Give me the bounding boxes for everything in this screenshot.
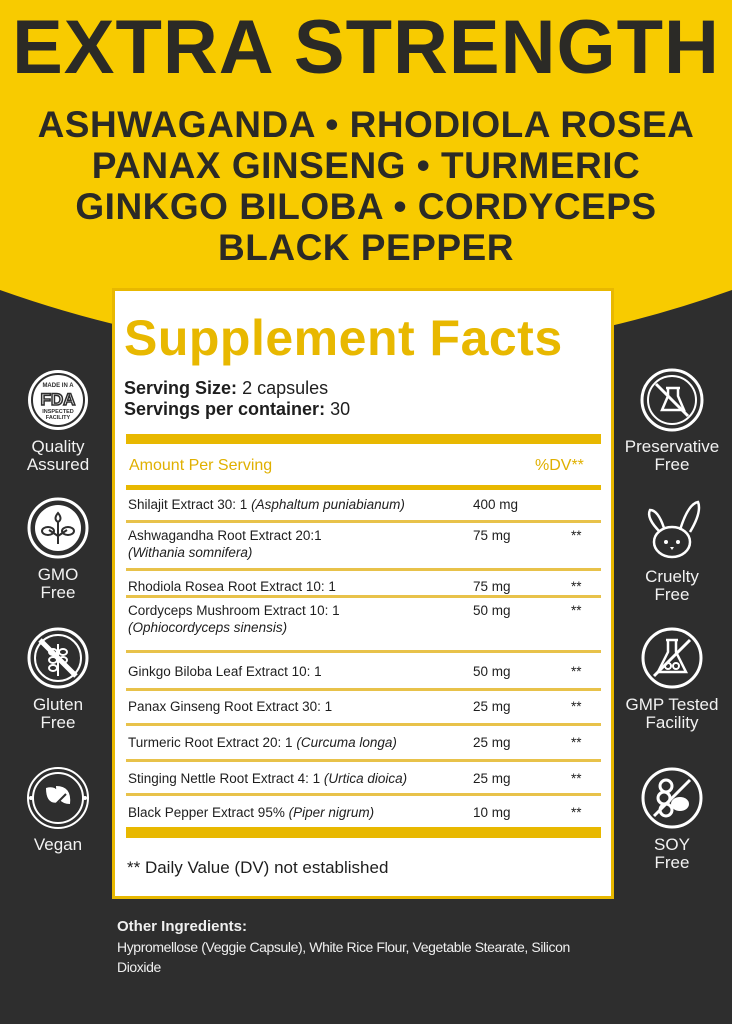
badge-no-soy: SOY Free: [612, 766, 732, 872]
ingredient-name: Ginkgo Biloba Leaf Extract 10: 1: [128, 664, 322, 679]
ingredient-amount: 75 mg: [473, 579, 511, 594]
ingredient-name: Turmeric Root Extract 20: 1 (Curcuma lon…: [128, 735, 397, 750]
ingredient-dv: **: [571, 603, 582, 618]
ingredient-dv: **: [571, 805, 582, 820]
divider: [126, 434, 601, 444]
serving-size: Serving Size: 2 capsules: [124, 378, 329, 398]
other-ingredients-text: Hypromellose (Veggie Capsule), White Ric…: [117, 939, 570, 975]
badge-label: GMP Tested: [625, 695, 719, 714]
ingredient-line: BLACK PEPPER: [218, 227, 514, 268]
divider: [126, 827, 601, 838]
row-divider: [126, 568, 601, 571]
no-wheat-icon: [27, 627, 89, 689]
row-divider: [126, 595, 601, 598]
row-divider: [126, 793, 601, 796]
ingredient-line: GINKGO BILOBA • CORDYCEPS: [75, 186, 657, 227]
badge-fda-seal: MADE IN A FDA INSPECTED FACILITY Quality Assu…: [0, 368, 118, 474]
ingredient-dv: **: [571, 528, 582, 543]
svg-text:FDA: FDA: [41, 390, 76, 409]
sprout-icon: [27, 497, 89, 559]
ingredient-name: Cordyceps Mushroom Extract 10: 1 (Ophioco…: [128, 603, 340, 635]
ingredient-amount: 10 mg: [473, 805, 511, 820]
row-divider: [126, 723, 601, 726]
other-ingredients-title: Other Ingredients:: [117, 918, 248, 935]
ingredient-amount: 25 mg: [473, 771, 511, 786]
ingredient-amount: 50 mg: [473, 603, 511, 618]
badge-sprout: GMO Free: [0, 496, 118, 602]
badge-label: GMO: [37, 565, 79, 584]
amount-per-serving-header: Amount Per Serving: [129, 457, 273, 474]
badge-label: Free: [654, 853, 690, 872]
no-beaker-icon: [641, 627, 703, 689]
svg-text:INSPECTED: INSPECTED: [42, 409, 74, 415]
bunny-icon: [647, 500, 701, 559]
ingredient-amount: 75 mg: [473, 528, 511, 543]
badge-no-beaker: GMP Tested Facility: [612, 626, 732, 732]
yellow-header-background: [0, 0, 732, 355]
svg-text:MADE IN A: MADE IN A: [42, 383, 74, 389]
badge-label: Free: [40, 713, 76, 732]
no-flask-icon: [640, 368, 704, 432]
ingredient-amount: 50 mg: [473, 664, 511, 679]
badge-label: Quality: [31, 437, 85, 456]
no-soy-icon: [641, 767, 703, 829]
badge-no-flask: Preservative Free: [612, 368, 732, 474]
ingredient-amount: 25 mg: [473, 735, 511, 750]
ingredient-name: Ashwagandha Root Extract 20:1 (Withania s…: [128, 528, 322, 560]
badge-label: Free: [654, 585, 690, 604]
badge-label: Free: [654, 455, 690, 474]
badge-label: Cruelty: [645, 567, 699, 586]
other-ingredients: Other Ingredients: Hypromellose (Veggie …: [117, 918, 607, 977]
ingredient-name: Shilajit Extract 30: 1 (Asphaltum puniab…: [128, 497, 405, 512]
supplement-facts-panel: Supplement Facts Serving Size: 2 capsule…: [112, 288, 614, 899]
badge-bunny: Cruelty Free: [612, 498, 732, 604]
servings-per-container: Servings per container: 30: [124, 399, 351, 419]
ingredient-dv: **: [571, 699, 582, 714]
footnote: ** Daily Value (DV) not established: [127, 858, 389, 877]
ingredient-name: Panax Ginseng Root Extract 30: 1: [128, 699, 333, 714]
ingredient-dv: **: [571, 664, 582, 679]
badge-label: Gluten: [32, 695, 84, 714]
ingredient-amount: 25 mg: [473, 699, 511, 714]
row-divider: [126, 650, 601, 653]
facts-title: Supplement Facts: [124, 310, 563, 366]
badge-label: Facility: [645, 713, 699, 732]
badge-label: Vegan: [33, 835, 83, 854]
ingredient-line: PANAX GINSENG • TURMERIC: [91, 145, 641, 186]
badge-label: Free: [40, 583, 76, 602]
row-divider: [126, 688, 601, 691]
ingredient-dv: **: [571, 735, 582, 750]
badge-leaf: Vegan: [0, 766, 118, 854]
divider: [126, 485, 601, 490]
badge-label: Preservative: [624, 437, 720, 456]
ingredient-dv: **: [571, 771, 582, 786]
leaf-icon: [27, 767, 89, 829]
ingredient-amount: 400 mg: [473, 497, 519, 512]
row-divider: [126, 520, 601, 523]
svg-text:FACILITY: FACILITY: [46, 415, 71, 421]
ingredient-name: Rhodiola Rosea Root Extract 10: 1: [128, 579, 336, 594]
badge-no-wheat: Gluten Free: [0, 626, 118, 732]
badge-label: SOY: [654, 835, 690, 854]
badge-label: Assured: [26, 455, 90, 474]
ingredient-line: ASHWAGANDA • RHODIOLA ROSEA: [37, 104, 695, 145]
row-divider: [126, 759, 601, 762]
ingredient-dv: **: [571, 579, 582, 594]
headline: EXTRA STRENGTH: [12, 5, 720, 90]
dv-header: %DV**: [535, 457, 584, 474]
ingredient-name: Black Pepper Extract 95% (Piper nigrum): [128, 805, 375, 820]
ingredient-name: Stinging Nettle Root Extract 4: 1 (Urtic…: [128, 771, 408, 786]
